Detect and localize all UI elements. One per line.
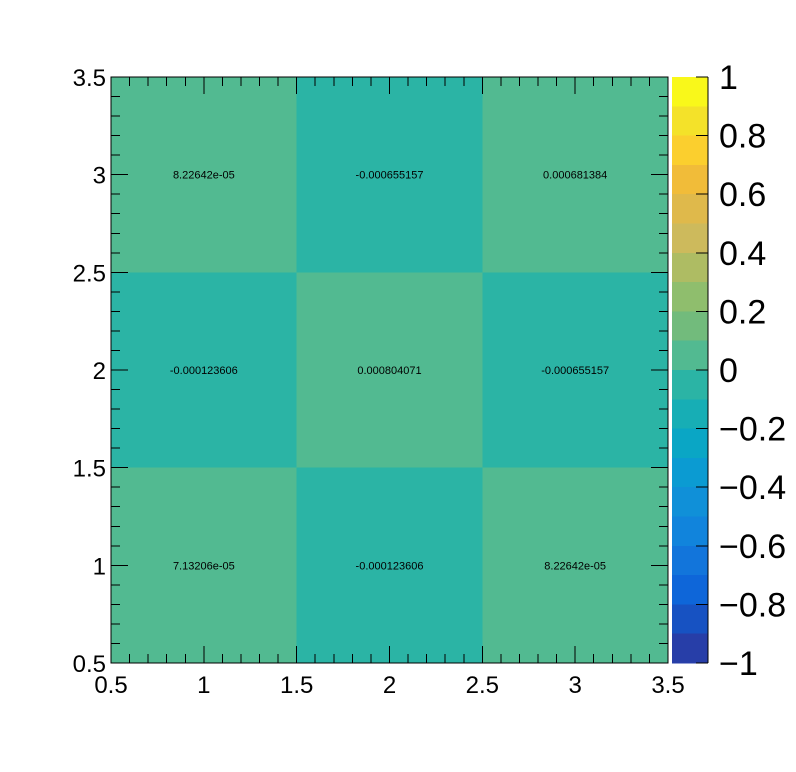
heatmap-cell-2-2 <box>296 272 483 468</box>
colorbar-segment <box>672 135 708 166</box>
colorbar-segment <box>672 457 708 488</box>
cell-value-label: 8.22642e-05 <box>544 560 606 572</box>
heatmap-cell-1-1 <box>111 467 297 663</box>
colorbar-tick-labels: 1 0.8 0.6 0.4 0.2 0 −0.2 −0.4 −0.6 −0.8 −1 <box>719 59 786 683</box>
colorbar-segment <box>672 223 708 254</box>
cell-value-label: 7.13206e-05 <box>173 560 235 572</box>
x-tick-label: 2 <box>383 672 396 699</box>
heatmap-cell-3-1 <box>482 467 668 663</box>
colorbar-tick-label: 0 <box>719 352 738 390</box>
cell-value-label: -0.000123606 <box>356 560 424 572</box>
colorbar-tick-label: −0.8 <box>719 586 786 624</box>
heatmap-cells <box>111 77 668 663</box>
colorbar-segment <box>672 575 708 605</box>
colorbar-segment <box>672 194 708 225</box>
colorbar-segment <box>672 252 708 283</box>
colorbar-segment <box>672 311 708 342</box>
y-tick-label: 1 <box>93 553 106 580</box>
colorbar-tick-label: 0.4 <box>719 235 766 273</box>
cell-value-label: 8.22642e-05 <box>173 170 235 182</box>
y-tick-label: 2 <box>93 358 106 385</box>
x-tick-label: 0.5 <box>94 672 127 699</box>
colorbar-segment <box>672 516 708 547</box>
colorbar-segment <box>672 633 708 664</box>
y-tick-label: 0.5 <box>73 651 106 678</box>
heatmap-cell-1-3 <box>111 77 297 273</box>
colorbar-segment <box>672 370 708 400</box>
heatmap-cell-3-2 <box>482 272 668 468</box>
colorbar-tick-label: −0.6 <box>719 528 786 566</box>
y-tick-label: 3 <box>93 163 106 190</box>
colorbar-tick-label: −0.4 <box>719 469 786 507</box>
x-tick-label: 3.5 <box>651 672 684 699</box>
heatmap-cell-3-3 <box>482 77 668 273</box>
colorbar-segment <box>672 604 708 635</box>
x-tick-label: 1.5 <box>280 672 313 699</box>
y-tick-label: 2.5 <box>73 260 106 287</box>
y-tick-label: 1.5 <box>73 456 106 483</box>
x-tick-label: 2.5 <box>466 672 499 699</box>
cell-value-label: 0.000681384 <box>543 170 607 182</box>
colorbar-segment <box>672 487 708 518</box>
colorbar <box>672 76 709 664</box>
colorbar-tick-label: −1 <box>719 645 758 683</box>
cell-value-label: -0.000655157 <box>541 365 609 377</box>
colorbar-segment <box>672 340 708 371</box>
cell-value-label: 0.000804071 <box>357 365 421 377</box>
cell-value-label: -0.000655157 <box>356 170 424 182</box>
colorbar-segment <box>672 77 708 107</box>
heatmap-cell-1-2 <box>111 272 297 468</box>
colorbar-segment <box>672 106 708 137</box>
y-axis-tick-labels: 0.5 1 1.5 2 2.5 3 3.5 <box>73 65 106 678</box>
y-tick-label: 3.5 <box>73 65 106 92</box>
axis-ticks <box>110 76 669 664</box>
heatmap-cell-2-3 <box>296 77 483 273</box>
x-tick-label: 1 <box>197 672 210 699</box>
colorbar-tick-label: 0.6 <box>719 176 766 214</box>
colorbar-segment <box>672 282 708 312</box>
colorbar-tick-label: 0.8 <box>719 118 766 156</box>
x-tick-label: 3 <box>568 672 581 699</box>
colorbar-segment <box>672 428 708 459</box>
x-axis-tick-labels: 0.5 1 1.5 2 2.5 3 3.5 <box>94 672 684 699</box>
colorbar-tick-label: −0.2 <box>719 411 786 449</box>
cell-value-labels: 7.13206e-05 -0.000123606 8.22642e-05 -0.000… <box>170 170 609 573</box>
colorbar-segment <box>672 164 708 195</box>
colorbar-segment <box>672 399 708 430</box>
colorbar-tick-label: 0.2 <box>719 293 766 331</box>
colorbar-segment <box>672 545 708 576</box>
heatmap-cell-2-1 <box>296 467 483 663</box>
cell-value-label: -0.000123606 <box>170 365 238 377</box>
colorbar-tick-label: 1 <box>719 59 738 97</box>
